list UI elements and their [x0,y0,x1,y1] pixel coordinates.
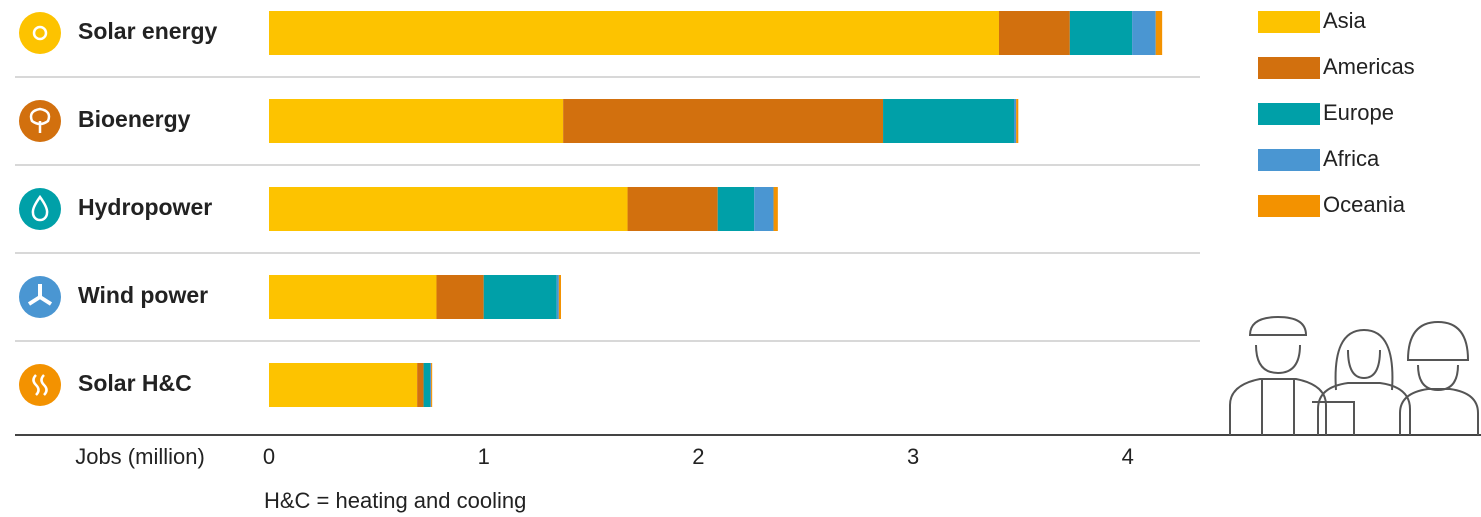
bar-segment [423,363,431,407]
separators [15,76,1200,342]
bar-segment [269,187,628,231]
x-tick-label: 3 [907,444,919,469]
icon-solar-sun [32,25,48,41]
category-label: Bioenergy [78,106,191,132]
legend-label: Africa [1323,146,1380,171]
worker-3 [1399,320,1479,435]
icon-wind-blades [27,284,53,306]
legend-label: Americas [1323,54,1415,79]
category-label: Wind power [78,282,208,308]
bar-segment [563,99,884,143]
icon-solarhc [19,364,61,406]
icon-solarhc-waves [32,374,48,396]
bar-segment [998,11,1070,55]
bar-segment [417,363,424,407]
bar-segment [269,275,437,319]
icon-hydro-drop [31,194,49,222]
category-icons [19,12,61,406]
icon-solar [19,12,61,54]
legend-swatch [1258,149,1320,171]
worker-1 [1229,315,1327,435]
bar-segment [1014,99,1017,143]
x-tick-label: 2 [692,444,704,469]
footnote: H&C = heating and cooling [264,488,526,513]
legend-swatch [1258,195,1320,217]
legend-label: Oceania [1323,192,1406,217]
bar-segment [558,275,561,319]
category-label: Solar energy [78,18,218,44]
legend-swatch [1258,103,1320,125]
bar-segment [430,363,432,407]
icon-hydro [19,188,61,230]
bar-segment [773,187,778,231]
legend-label: Europe [1323,100,1394,125]
bar-segment [1016,99,1019,143]
bar-segment [627,187,718,231]
workers-illustration [1229,315,1479,435]
legend-swatch [1258,11,1320,33]
bar-segment [717,187,755,231]
legend-swatch [1258,57,1320,79]
bar-segment [1155,11,1163,55]
legend-label: Asia [1323,8,1367,33]
category-label: Hydropower [78,194,212,220]
icon-bio-leaf [29,107,51,133]
bar-segment [883,99,1015,143]
x-tick-label: 1 [478,444,490,469]
bar-segment [483,275,557,319]
bar-segment [269,11,999,55]
worker-2 [1312,328,1411,435]
bar-segment [269,99,564,143]
bar-segment [1069,11,1133,55]
bar-segment [431,363,433,407]
category-label: Solar H&C [78,370,192,396]
bar-segment [556,275,559,319]
bar-segment [436,275,484,319]
bar-segment [1132,11,1156,55]
bar-segment [754,187,774,231]
x-tick-label: 4 [1122,444,1134,469]
x-tick-label: 0 [263,444,275,469]
bar-segment [269,363,418,407]
x-axis-label: Jobs (million) [75,444,205,469]
